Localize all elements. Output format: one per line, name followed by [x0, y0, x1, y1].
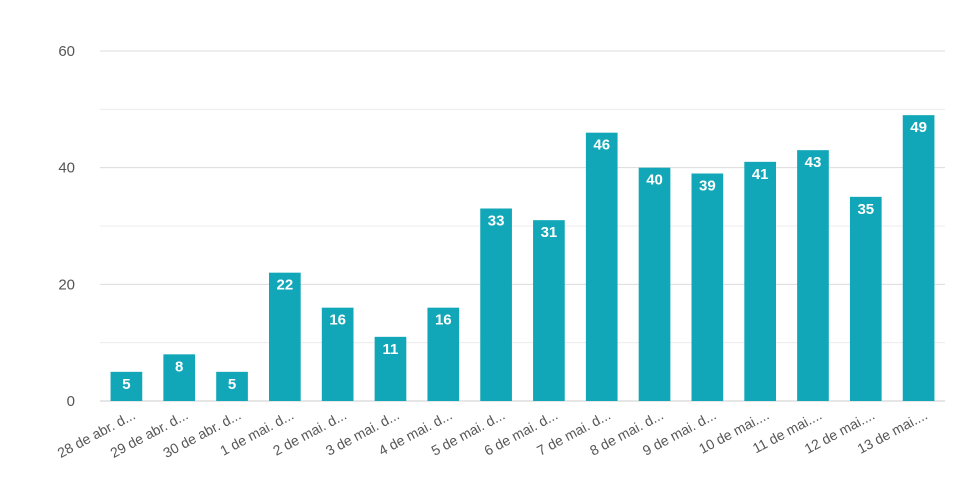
bars: 5 8 5 22 16 11 16 33 31 46 40 39 41 43 35 49 — [110, 115, 935, 402]
bar — [533, 220, 565, 401]
data-label: 41 — [752, 166, 769, 183]
bar — [585, 132, 618, 401]
data-label: 5 — [122, 376, 130, 393]
bar — [638, 167, 671, 401]
data-label: 5 — [228, 376, 236, 393]
bar — [744, 161, 776, 401]
data-label: 43 — [805, 154, 822, 171]
bar — [163, 354, 196, 401]
bar — [480, 208, 512, 401]
gridlines — [100, 50, 945, 402]
data-label: 11 — [383, 341, 399, 358]
bar — [427, 307, 460, 401]
bar — [110, 371, 143, 401]
y-tick-label: 60 — [58, 43, 75, 60]
data-label: 40 — [646, 172, 663, 189]
bar — [797, 150, 829, 401]
bar — [321, 307, 354, 401]
y-tick-label: 20 — [58, 276, 75, 293]
data-label: 8 — [175, 358, 183, 375]
bar — [691, 173, 724, 401]
y-tick-label: 40 — [58, 160, 75, 177]
bar — [269, 272, 301, 401]
bar — [902, 115, 935, 402]
data-label: 22 — [277, 277, 294, 294]
bar — [374, 336, 407, 401]
data-label: 35 — [857, 201, 874, 218]
y-tick-label: 0 — [67, 393, 75, 410]
data-label: 39 — [699, 178, 716, 195]
y-axis: 0 20 40 60 — [58, 43, 75, 410]
data-label: 33 — [488, 213, 505, 230]
bar — [216, 371, 248, 401]
bar — [849, 196, 882, 401]
data-label: 31 — [541, 224, 558, 241]
data-label: 49 — [910, 119, 927, 136]
data-label: 16 — [329, 312, 346, 329]
data-label: 46 — [593, 137, 610, 154]
x-axis: 28 de abr. d...29 de abr. d...30 de abr.… — [55, 407, 930, 461]
data-label: 16 — [435, 312, 452, 329]
